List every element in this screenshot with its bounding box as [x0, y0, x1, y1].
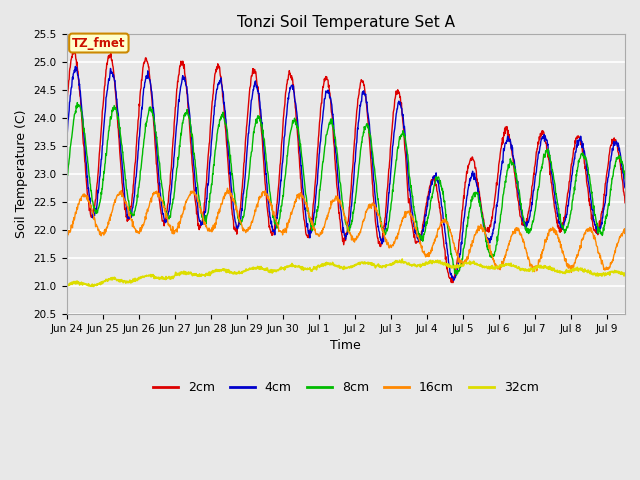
32cm [381, 263, 388, 269]
2cm [621, 200, 629, 205]
8cm [621, 176, 629, 181]
2cm [312, 178, 319, 184]
Y-axis label: Soil Temperature (C): Soil Temperature (C) [15, 109, 28, 238]
2cm [63, 102, 70, 108]
8cm [312, 219, 319, 225]
4cm [129, 205, 137, 211]
8cm [300, 174, 308, 180]
4cm [381, 228, 388, 234]
Line: 2cm: 2cm [67, 49, 625, 283]
4cm [106, 70, 114, 75]
2cm [106, 53, 114, 59]
2cm [381, 218, 388, 224]
8cm [106, 117, 114, 122]
8cm [381, 230, 388, 236]
16cm [621, 226, 629, 232]
16cm [106, 215, 113, 220]
32cm [129, 279, 136, 285]
Line: 32cm: 32cm [67, 259, 625, 287]
8cm [452, 272, 460, 278]
2cm [129, 191, 137, 196]
4cm [621, 185, 629, 191]
16cm [381, 236, 388, 241]
8cm [129, 213, 137, 219]
16cm [129, 224, 136, 229]
Legend: 2cm, 4cm, 8cm, 16cm, 32cm: 2cm, 4cm, 8cm, 16cm, 32cm [148, 376, 544, 399]
32cm [398, 256, 406, 262]
4cm [72, 63, 79, 69]
Title: Tonzi Soil Temperature Set A: Tonzi Soil Temperature Set A [237, 15, 455, 30]
16cm [568, 269, 575, 275]
8cm [74, 100, 81, 106]
Line: 16cm: 16cm [67, 188, 625, 272]
4cm [450, 277, 458, 283]
Text: TZ_fmet: TZ_fmet [72, 36, 125, 49]
32cm [106, 277, 113, 283]
Line: 8cm: 8cm [67, 103, 625, 275]
2cm [300, 216, 308, 222]
16cm [63, 231, 70, 237]
32cm [311, 265, 319, 271]
16cm [223, 185, 231, 191]
8cm [63, 177, 70, 182]
16cm [312, 230, 319, 236]
32cm [321, 261, 329, 267]
32cm [300, 267, 307, 273]
4cm [322, 93, 330, 98]
32cm [63, 284, 70, 289]
8cm [322, 141, 330, 146]
4cm [312, 200, 319, 205]
2cm [70, 46, 78, 52]
4cm [63, 137, 70, 143]
4cm [300, 193, 308, 199]
16cm [300, 195, 308, 201]
16cm [322, 218, 330, 224]
Line: 4cm: 4cm [67, 66, 625, 280]
2cm [449, 280, 457, 286]
X-axis label: Time: Time [330, 339, 361, 352]
32cm [621, 273, 629, 278]
2cm [322, 76, 330, 82]
